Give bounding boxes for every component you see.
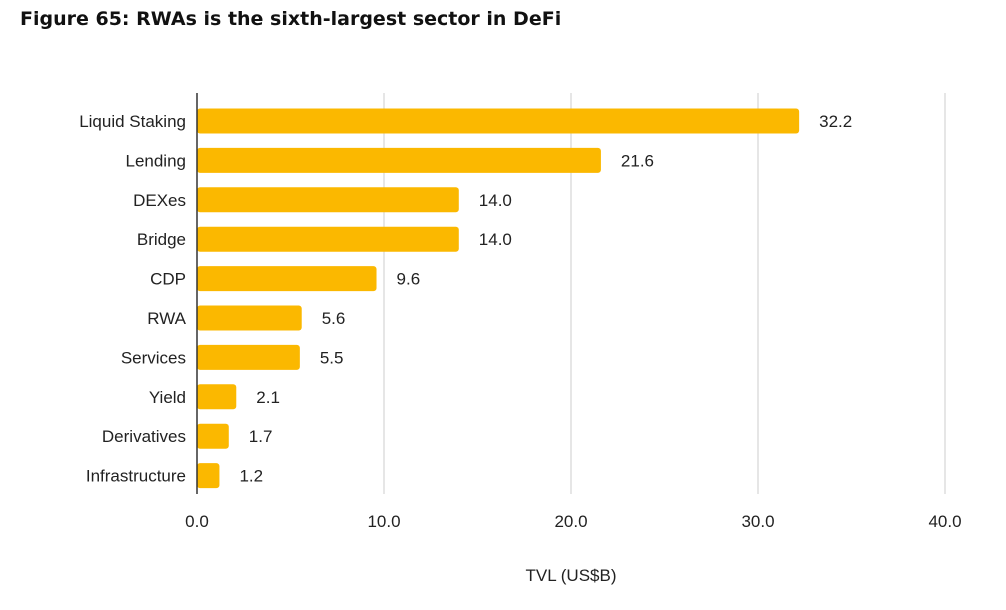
bar: [197, 266, 377, 292]
category-label: DEXes: [133, 191, 186, 210]
value-label: 5.5: [320, 348, 344, 367]
x-axis-title: TVL (US$B): [525, 566, 616, 585]
category-labels: Liquid Staking Lending DEXes Bridge CDP RWA Se…: [79, 112, 186, 486]
bar: [197, 147, 601, 173]
value-label: 1.2: [239, 467, 263, 486]
bar: [197, 108, 800, 134]
x-tick-label: 30.0: [741, 512, 774, 531]
bar: [197, 187, 459, 213]
category-label: Services: [121, 348, 186, 367]
bar: [197, 463, 220, 489]
value-label: 1.7: [249, 427, 273, 446]
value-label: 9.6: [397, 270, 421, 289]
bar: [197, 305, 302, 331]
bar: [197, 423, 229, 449]
category-label: Liquid Staking: [79, 112, 186, 131]
category-label: Derivatives: [102, 427, 186, 446]
category-label: Bridge: [137, 230, 186, 249]
value-label: 21.6: [621, 151, 654, 170]
value-label: 5.6: [322, 309, 346, 328]
bar: [197, 384, 237, 410]
category-label: Yield: [149, 388, 186, 407]
x-tick-label: 10.0: [367, 512, 400, 531]
bar: [197, 226, 459, 252]
x-tick-labels: 0.0 10.0 20.0 30.0 40.0: [185, 512, 961, 531]
category-label: Infrastructure: [86, 467, 186, 486]
value-labels: 32.2 21.6 14.0 14.0 9.6 5.6 5.5 2.1 1.7 1.2: [239, 112, 852, 486]
x-tick-label: 0.0: [185, 512, 209, 531]
category-label: CDP: [150, 270, 186, 289]
x-tick-label: 40.0: [928, 512, 961, 531]
value-label: 2.1: [256, 388, 280, 407]
value-label: 14.0: [479, 191, 512, 210]
category-label: Lending: [125, 151, 186, 170]
figure-title: Figure 65: RWAs is the sixth-largest sec…: [20, 8, 562, 30]
value-label: 14.0: [479, 230, 512, 249]
x-tick-label: 20.0: [554, 512, 587, 531]
bar: [197, 344, 300, 370]
category-label: RWA: [147, 309, 186, 328]
value-label: 32.2: [819, 112, 852, 131]
bars: [197, 108, 800, 489]
